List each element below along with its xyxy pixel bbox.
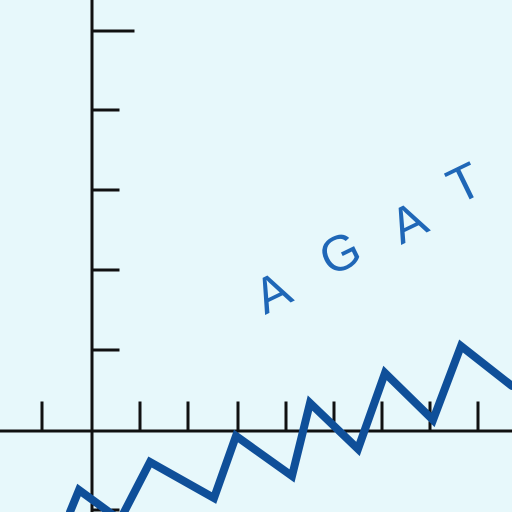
sequence-letter: A bbox=[381, 190, 436, 255]
sequence-letter: T bbox=[438, 151, 490, 215]
sequence-letter: G bbox=[310, 219, 370, 286]
sawtooth-wave bbox=[66, 339, 512, 512]
sequence-letter: A bbox=[245, 260, 300, 325]
dna-sequence-letters: A G A T bbox=[245, 151, 490, 325]
